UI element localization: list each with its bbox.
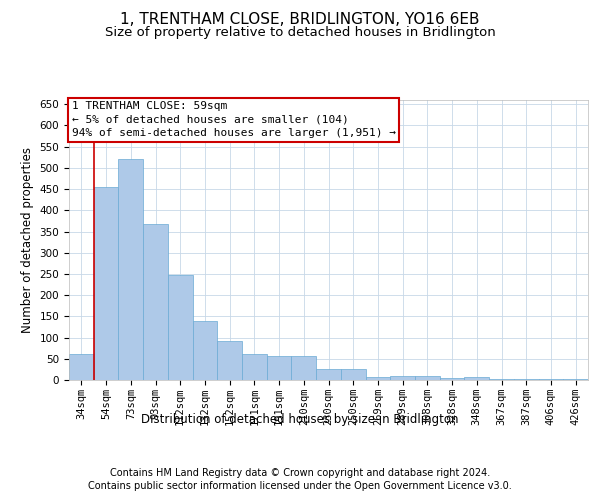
Bar bbox=[193, 320, 217, 380]
Text: Size of property relative to detached houses in Bridlington: Size of property relative to detached ho… bbox=[104, 26, 496, 39]
Bar bbox=[118, 158, 143, 380]
Bar bbox=[69, 354, 94, 380]
Bar bbox=[390, 376, 415, 380]
Bar bbox=[415, 376, 440, 380]
Bar bbox=[365, 376, 390, 380]
Bar bbox=[143, 224, 168, 380]
Bar bbox=[489, 378, 514, 380]
Bar bbox=[341, 370, 365, 380]
Text: Contains HM Land Registry data © Crown copyright and database right 2024.: Contains HM Land Registry data © Crown c… bbox=[110, 468, 490, 477]
Text: Distribution of detached houses by size in Bridlington: Distribution of detached houses by size … bbox=[141, 412, 459, 426]
Text: 1 TRENTHAM CLOSE: 59sqm
← 5% of detached houses are smaller (104)
94% of semi-de: 1 TRENTHAM CLOSE: 59sqm ← 5% of detached… bbox=[71, 102, 395, 138]
Bar bbox=[440, 378, 464, 380]
Bar bbox=[168, 275, 193, 380]
Text: 1, TRENTHAM CLOSE, BRIDLINGTON, YO16 6EB: 1, TRENTHAM CLOSE, BRIDLINGTON, YO16 6EB bbox=[120, 12, 480, 28]
Y-axis label: Number of detached properties: Number of detached properties bbox=[21, 147, 34, 333]
Bar bbox=[514, 378, 539, 380]
Bar bbox=[94, 187, 118, 380]
Bar bbox=[563, 379, 588, 380]
Bar bbox=[292, 356, 316, 380]
Bar bbox=[267, 356, 292, 380]
Bar bbox=[464, 376, 489, 380]
Bar bbox=[217, 340, 242, 380]
Bar bbox=[539, 378, 563, 380]
Text: Contains public sector information licensed under the Open Government Licence v3: Contains public sector information licen… bbox=[88, 481, 512, 491]
Bar bbox=[316, 369, 341, 380]
Bar bbox=[242, 354, 267, 380]
